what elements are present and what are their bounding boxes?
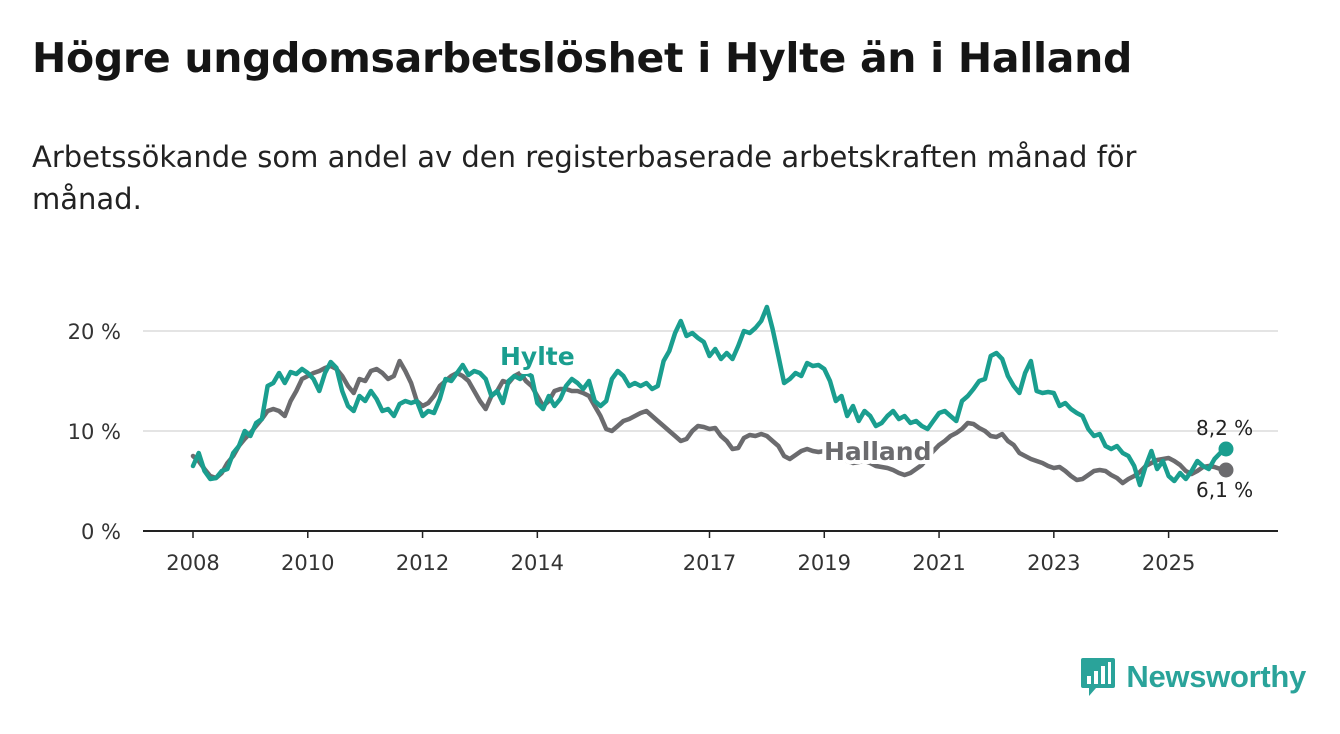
series-lines [190,304,1234,488]
x-tick-label: 2023 [1027,551,1080,575]
y-tick-label: 0 % [81,520,121,544]
end-label-hylte: 8,2 % [1196,416,1253,440]
y-tick-label: 10 % [68,420,121,444]
end-point-hylte [1218,441,1234,457]
series-label-halo-hylte: Hylte [500,342,575,371]
end-label-halland: 6,1 % [1196,478,1253,502]
end-point-halland [1218,462,1234,478]
bar-chart-icon [1081,658,1116,696]
x-tick-label: 2014 [511,551,564,575]
x-tick-label: 2019 [798,551,851,575]
series-line-hylte [190,304,1229,488]
brand-name: Newsworthy [1126,659,1306,694]
series-label-halland: Halland [824,437,932,466]
y-tick-label: 20 % [68,320,121,344]
x-tick-label: 2021 [912,551,965,575]
line-chart: 0 % 10 % 20 % 2008 2010 2012 2014 2017 2019 2021… [68,304,1278,575]
series-label-halo-halland: Halland [824,437,932,466]
newsworthy-logo: Newsworthy [1080,656,1306,698]
y-axis: 0 % 10 % 20 % [68,320,121,544]
series-label-hylte: Hylte [500,342,575,371]
x-tick-label: 2010 [281,551,334,575]
x-tick-label: 2025 [1142,551,1195,575]
series-line-halland [190,358,1229,486]
chart-subtitle: Arbetssökande som andel av den registerb… [32,140,1137,216]
chart-title: Högre ungdomsarbetslöshet i Hylte än i H… [32,34,1133,82]
x-tick-label: 2017 [683,551,736,575]
x-axis: 2008 2010 2012 2014 2017 2019 2021 2023 2025 [143,530,1278,575]
x-tick-label: 2008 [166,551,219,575]
x-tick-label: 2012 [396,551,449,575]
